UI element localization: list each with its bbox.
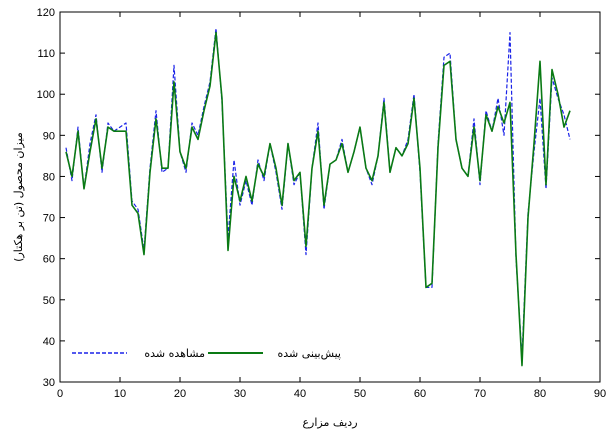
x-axis-label: ردیف مزارع (302, 416, 357, 429)
x-tick-label: 40 (294, 388, 306, 400)
x-tick-label: 80 (534, 388, 546, 400)
x-tick-label: 70 (474, 388, 486, 400)
x-tick-label: 30 (234, 388, 246, 400)
y-tick-label: 80 (43, 171, 55, 183)
y-axis-label: میزان محصول (تن بر هکتار) (12, 132, 25, 262)
y-tick-label: 100 (37, 89, 55, 101)
x-tick-label: 90 (594, 388, 606, 400)
x-tick-label: 0 (57, 388, 63, 400)
y-tick-label: 90 (43, 130, 55, 142)
legend-label-1: مشاهده شده (144, 347, 205, 360)
y-tick-label: 50 (43, 295, 55, 307)
series-line-1 (65, 27, 571, 358)
legend-label-2: پیش‌بینی شده (277, 347, 341, 360)
ticks-layer: 0 10 20 30 40 50 60 70 80 90 30 40 50 60 70 80 90 100 110 1… (37, 7, 606, 400)
x-tick-label: 60 (414, 388, 426, 400)
series-layer (65, 27, 571, 367)
y-tick-label: 40 (43, 336, 55, 348)
legend: مشاهده شده پیش‌بینی شده (72, 347, 341, 360)
x-tick-label: 10 (114, 388, 126, 400)
y-tick-label: 60 (43, 254, 55, 266)
y-tick-label: 110 (37, 48, 55, 60)
x-tick-label: 50 (354, 388, 366, 400)
y-tick-label: 70 (43, 213, 55, 225)
x-tick-label: 20 (174, 388, 186, 400)
y-tick-label: 30 (43, 377, 55, 389)
y-tick-label: 120 (37, 7, 55, 19)
series-line-2 (65, 31, 571, 367)
plot-area-frame (59, 11, 601, 383)
